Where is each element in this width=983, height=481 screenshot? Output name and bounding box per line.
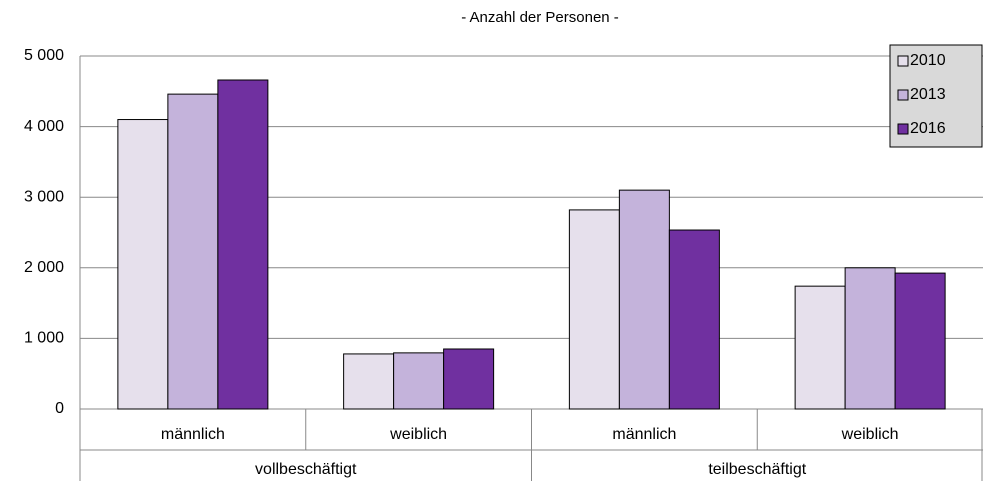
y-tick-label: 0 <box>55 400 64 417</box>
bar <box>568 209 620 410</box>
x-tick-label: weiblich <box>841 426 899 443</box>
bar <box>894 272 946 410</box>
bar <box>668 229 720 410</box>
bar <box>343 353 395 410</box>
chart-title: - Anzahl der Personen - <box>461 9 619 26</box>
bar <box>844 267 896 410</box>
bar <box>393 352 445 410</box>
legend-label: 2016 <box>910 120 946 137</box>
x-tick-label: männlich <box>161 426 225 443</box>
y-tick-label: 4 000 <box>24 118 64 135</box>
bar <box>618 189 670 410</box>
x-tick-label: weiblich <box>389 426 447 443</box>
bar <box>443 348 495 410</box>
legend-label: 2013 <box>910 86 946 103</box>
bar <box>217 79 269 410</box>
y-tick-label: 1 000 <box>24 330 64 347</box>
bar <box>117 119 169 410</box>
legend-swatch <box>897 123 909 135</box>
y-tick-label: 5 000 <box>24 47 64 64</box>
legend-label: 2010 <box>910 52 946 69</box>
legend-swatch <box>897 89 909 101</box>
x-tick-label: männlich <box>612 426 676 443</box>
group-label: vollbeschäftigt <box>255 461 357 478</box>
legend-swatch <box>897 55 909 67</box>
y-tick-label: 3 000 <box>24 188 64 205</box>
bar <box>167 93 219 410</box>
bar <box>794 285 846 410</box>
group-label: teilbeschäftigt <box>708 461 806 478</box>
y-tick-label: 2 000 <box>24 259 64 276</box>
